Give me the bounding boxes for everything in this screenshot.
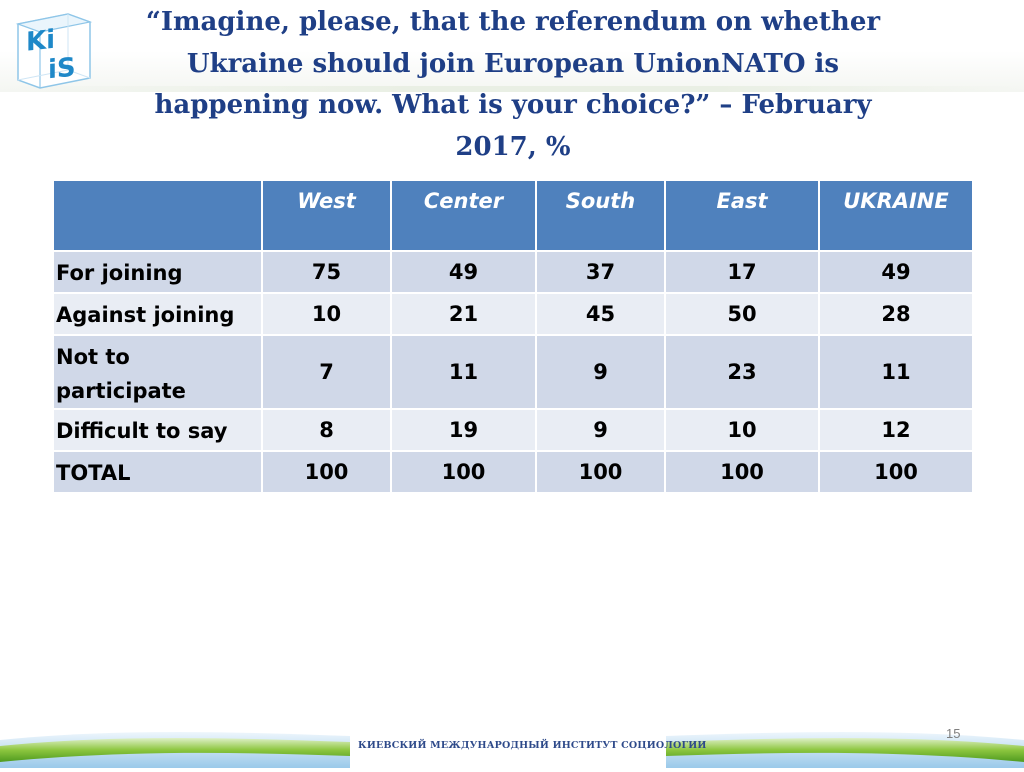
table-cell: 49 [390, 250, 537, 294]
table-cell: 100 [664, 450, 820, 494]
row-label: Not to participate [52, 334, 263, 410]
table-cell: 11 [818, 334, 974, 410]
table-cell: 7 [261, 334, 392, 410]
table-cell: 75 [261, 250, 392, 294]
table-cell: 8 [261, 408, 392, 452]
table-row-not-participate: Not to participate 7 11 9 23 11 [52, 334, 974, 410]
table-cell: 10 [261, 292, 392, 336]
footer-institute-name: КИЕВСКИЙ МЕЖДУНАРОДНЫЙ ИНСТИТУТ СОЦИОЛОГ… [358, 740, 707, 751]
footer-institute-box: КИЕВСКИЙ МЕЖДУНАРОДНЫЙ ИНСТИТУТ СОЦИОЛОГ… [350, 716, 706, 768]
table-cell: 100 [261, 450, 392, 494]
table-cell: 9 [535, 408, 666, 452]
table-header-row: West Center South East UKRAINE [52, 179, 974, 252]
table-row-against-joining: Against joining 10 21 45 50 28 [52, 292, 974, 336]
row-label: Against joining [52, 292, 263, 336]
footer-band [0, 706, 1024, 768]
table-cell: 100 [535, 450, 666, 494]
table-cell: 100 [390, 450, 537, 494]
table-cell: 12 [818, 408, 974, 452]
row-label: Difficult to say [52, 408, 263, 452]
slide-title: “Imagine, please, that the referendum on… [145, 7, 881, 162]
table-cell: 11 [390, 334, 537, 410]
header-cell-east: East [664, 179, 820, 252]
table-cell: 21 [390, 292, 537, 336]
results-table: West Center South East UKRAINE For joini… [52, 179, 974, 494]
header-cell-south: South [535, 179, 666, 252]
table-cell: 49 [818, 250, 974, 294]
table-row-total: TOTAL 100 100 100 100 100 [52, 450, 974, 494]
table-cell: 10 [664, 408, 820, 452]
header-cell-blank [52, 179, 263, 252]
row-label: TOTAL [52, 450, 263, 494]
header-cell-ukraine: UKRAINE [818, 179, 974, 252]
table-cell: 37 [535, 250, 666, 294]
table-cell: 9 [535, 334, 666, 410]
kiis-logo: Ki iS [14, 10, 94, 92]
table-cell: 50 [664, 292, 820, 336]
table-cell: 45 [535, 292, 666, 336]
table-cell: 23 [664, 334, 820, 410]
logo-text-top: Ki [26, 25, 55, 58]
header-cell-west: West [261, 179, 392, 252]
table-row-for-joining: For joining 75 49 37 17 49 [52, 250, 974, 294]
table-cell: 28 [818, 292, 974, 336]
table-cell: 17 [664, 250, 820, 294]
table-cell: 19 [390, 408, 537, 452]
logo-text-bottom: iS [48, 53, 76, 86]
header-cell-center: Center [390, 179, 537, 252]
page-number: 15 [946, 726, 961, 741]
header-band [0, 0, 1024, 92]
table-cell: 100 [818, 450, 974, 494]
table-row-difficult: Difficult to say 8 19 9 10 12 [52, 408, 974, 452]
row-label: For joining [52, 250, 263, 294]
